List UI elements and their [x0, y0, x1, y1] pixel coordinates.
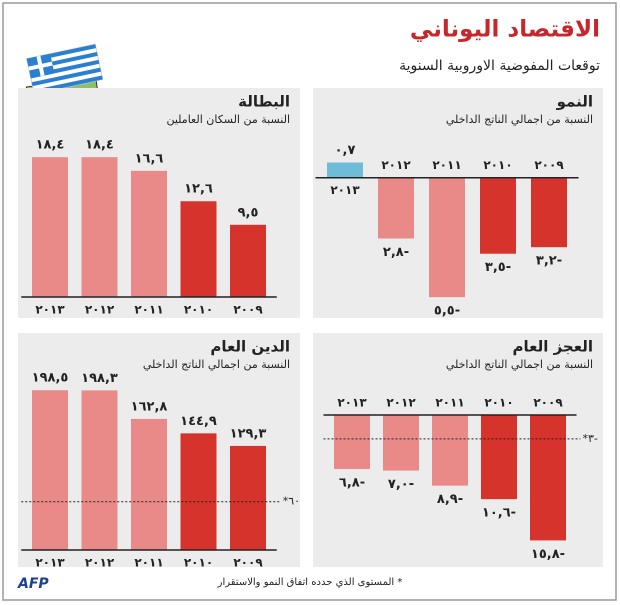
x-tick-label: ٢٠١١: [134, 303, 163, 317]
bar: [131, 171, 167, 297]
bar: [531, 178, 567, 247]
value-label: ١٩٨,٥: [32, 371, 69, 386]
infographic: الاقتصاد اليوناني توقعات المفوضية الاورو…: [0, 0, 620, 605]
x-tick-label: ٢٠١٠: [184, 303, 213, 317]
bar: [131, 419, 167, 550]
x-tick-label: ٢٠١٣: [330, 183, 360, 197]
x-tick-label: ٢٠٠٩: [534, 158, 564, 172]
x-tick-label: ٢٠١٠: [484, 396, 513, 410]
bar: [480, 178, 516, 254]
main-subtitle: توقعات المفوضية الاوروبية السنوية: [399, 58, 600, 74]
value-label: ٣,٢-: [536, 254, 562, 269]
reference-label: *٣-: [583, 432, 598, 445]
value-label: ١٨,٤: [36, 138, 65, 153]
bar: [378, 178, 414, 239]
value-label: ٣,٥-: [485, 260, 511, 275]
value-label: ١٦,٦: [135, 151, 164, 166]
x-tick-label: ٢٠١٢: [386, 396, 416, 410]
chart-title: النمو: [556, 93, 593, 111]
value-label: ١٦٢,٨: [131, 399, 168, 414]
bar: [230, 225, 266, 297]
chart-subtitle: النسبة من اجمالي الناتج الداخلي: [446, 113, 593, 126]
value-label: ١٤٤,٩: [180, 414, 217, 429]
value-label: ١٩٨,٣: [81, 371, 118, 386]
chart-title: البطالة: [238, 93, 290, 111]
value-label: ١٢٩,٣: [230, 426, 267, 441]
bar: [181, 201, 217, 297]
footnote: * المستوى الذي حدده اتفاق النمو والاستقر…: [217, 577, 403, 588]
bar: [82, 390, 118, 550]
bar: [481, 415, 517, 499]
bar: [32, 390, 68, 550]
x-tick-label: ٢٠١٢: [381, 158, 411, 172]
x-tick-label: ٢٠٠٩: [533, 396, 563, 410]
value-label: ١٥,٨-: [531, 547, 565, 562]
chart-title: العجز العام: [513, 338, 593, 356]
x-tick-label: ٢٠١١: [432, 158, 461, 172]
x-tick-label: ٢٠١٢: [85, 556, 115, 570]
chart-subtitle: النسبة من السكان العاملين: [166, 113, 290, 126]
x-tick-label: ٢٠١١: [435, 396, 464, 410]
bar: [327, 163, 363, 178]
bar: [429, 178, 465, 297]
x-tick-label: ٢٠١٣: [337, 396, 367, 410]
x-tick-label: ٢٠١١: [134, 556, 163, 570]
bar: [383, 415, 419, 471]
x-tick-label: ٢٠٠٩: [233, 303, 263, 317]
x-tick-label: ٢٠١٢: [85, 303, 115, 317]
value-label: ٨,٩-: [437, 492, 463, 507]
logo: AFP: [17, 576, 49, 592]
bar: [432, 415, 468, 486]
x-tick-label: ٢٠١٠: [184, 556, 213, 570]
value-label: ٧,٠-: [388, 477, 414, 492]
chart-subtitle: النسبة من اجمالي الناتج الداخلي: [446, 358, 593, 371]
bar: [530, 415, 566, 540]
value-label: ٢,٨-: [383, 245, 409, 260]
bar: [181, 433, 217, 550]
x-tick-label: ٢٠١٠: [483, 158, 512, 172]
x-tick-label: ٢٠٠٩: [233, 556, 263, 570]
value-label: ١٠,٦-: [482, 506, 516, 521]
chart-title: الدين العام: [210, 338, 290, 356]
bar: [82, 157, 118, 297]
value-label: ١٢,٦: [184, 182, 213, 197]
value-label: ٥,٥-: [434, 304, 460, 319]
main-title: الاقتصاد اليوناني: [410, 17, 600, 43]
bar: [230, 446, 266, 550]
x-tick-label: ٢٠١٣: [35, 303, 65, 317]
bar: [334, 415, 370, 469]
reference-label: *٦٠: [283, 495, 300, 508]
value-label: ١٨,٤: [85, 138, 114, 153]
value-label: ٠,٧: [335, 143, 356, 158]
value-label: ٦,٨-: [339, 475, 365, 490]
x-tick-label: ٢٠١٣: [35, 556, 65, 570]
chart-subtitle: النسبة من اجمالي الناتج الداخلي: [143, 358, 290, 371]
value-label: ٩,٥: [238, 205, 259, 220]
bar: [32, 157, 68, 297]
